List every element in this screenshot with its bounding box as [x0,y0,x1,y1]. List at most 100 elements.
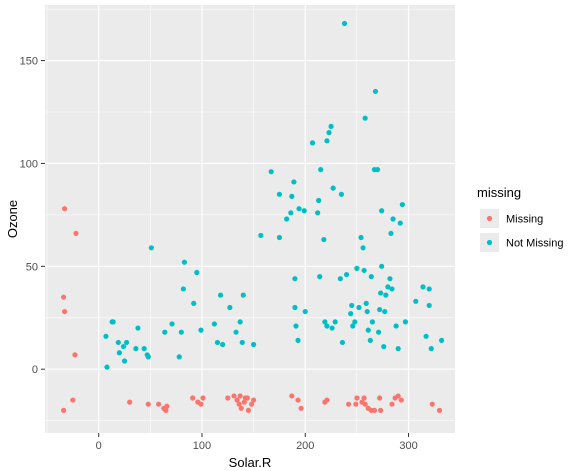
data-point-not-missing [316,197,322,204]
axes: 0 100 200 300 0 50 100 150 [20,56,418,452]
data-point-missing [62,206,68,212]
data-point-not-missing [296,206,302,212]
data-point-missing [251,397,257,403]
data-point-not-missing [326,129,332,136]
legend-marker-missing [486,215,493,222]
data-point-not-missing [276,234,283,241]
data-point-missing [236,401,242,407]
y-axis-title: Ozone [5,200,20,238]
data-point-not-missing [110,319,116,325]
data-point-not-missing [382,308,388,315]
data-point-not-missing [116,350,122,356]
data-point-not-missing [413,298,419,304]
data-point-not-missing [104,364,110,370]
data-point-not-missing [379,208,385,214]
data-point-missing [127,399,133,405]
data-point-not-missing [227,304,233,311]
data-point-not-missing [348,311,354,317]
data-point-missing [190,395,196,401]
data-point-not-missing [381,343,387,350]
data-point-not-missing [362,115,368,121]
data-point-missing [145,401,151,407]
data-point-not-missing [233,329,239,335]
panel-background [45,5,455,433]
data-point-not-missing [428,346,434,352]
legend-label-missing: Missing [506,214,543,226]
data-point-not-missing [324,323,330,329]
data-point-not-missing [339,339,346,346]
data-point-not-missing [141,346,147,352]
data-point-not-missing [284,216,290,222]
data-points [60,20,445,413]
data-point-not-missing [426,302,432,309]
data-point-not-missing [367,337,373,344]
data-point-not-missing [349,302,355,309]
data-point-missing [245,407,252,413]
data-point-missing [295,397,301,403]
data-point-not-missing [301,208,307,214]
data-point-not-missing [390,216,396,222]
data-point-not-missing [176,354,182,360]
data-point-not-missing [379,263,385,269]
data-point-not-missing [385,284,391,290]
data-point-not-missing [329,325,335,331]
data-point-not-missing [148,245,154,251]
data-point-missing [436,407,443,413]
data-point-not-missing [198,327,204,333]
data-point-not-missing [337,276,343,282]
y-tick-label: 150 [20,56,38,68]
data-point-not-missing [438,337,445,344]
data-point-not-missing [103,333,109,339]
data-point-missing [248,401,255,407]
data-point-missing [362,401,368,407]
data-point-not-missing [289,193,295,199]
data-point-missing [389,401,395,407]
data-point-not-missing [317,274,323,280]
data-point-not-missing [322,319,328,325]
data-point-not-missing [121,358,128,364]
data-point-not-missing [178,329,184,335]
data-point-not-missing [309,140,316,146]
data-point-missing [156,401,162,407]
data-point-missing [241,399,247,405]
data-point-missing [73,230,79,237]
data-point-not-missing [135,325,141,331]
data-point-not-missing [133,346,139,352]
data-point-not-missing [169,321,175,327]
data-point-missing [398,397,404,403]
data-point-not-missing [145,354,151,360]
data-point-not-missing [356,304,362,311]
data-point-missing [238,405,244,411]
data-point-not-missing [291,179,297,185]
data-point-not-missing [295,337,301,344]
x-tick-label: 200 [296,440,314,452]
data-point-not-missing [292,304,298,311]
data-point-missing [298,405,304,411]
data-point-missing [429,401,435,407]
data-point-not-missing [341,20,348,27]
data-point-not-missing [211,321,217,327]
data-point-not-missing [350,323,356,329]
data-point-missing [354,395,360,401]
data-point-not-missing [354,265,360,271]
data-point-not-missing [393,323,399,329]
legend-items: Missing Not Missing [480,209,563,252]
x-tick-label: 0 [96,440,102,452]
data-point-not-missing [220,341,226,348]
data-point-not-missing [388,230,394,237]
data-point-not-missing [365,327,371,333]
data-point-not-missing [352,319,358,325]
legend: missing Missing Not Missing [477,185,563,252]
y-tick-label: 100 [20,158,38,170]
data-point-not-missing [302,308,308,315]
data-point-not-missing [237,319,243,325]
data-point-not-missing [181,259,188,265]
data-point-not-missing [315,210,321,216]
x-axis-title: Solar.R [229,455,272,470]
data-point-missing [244,395,251,401]
data-point-missing [231,393,237,399]
data-point-not-missing [395,346,401,352]
data-point-missing [72,352,78,358]
data-point-missing [353,401,359,407]
data-point-not-missing [389,286,395,292]
